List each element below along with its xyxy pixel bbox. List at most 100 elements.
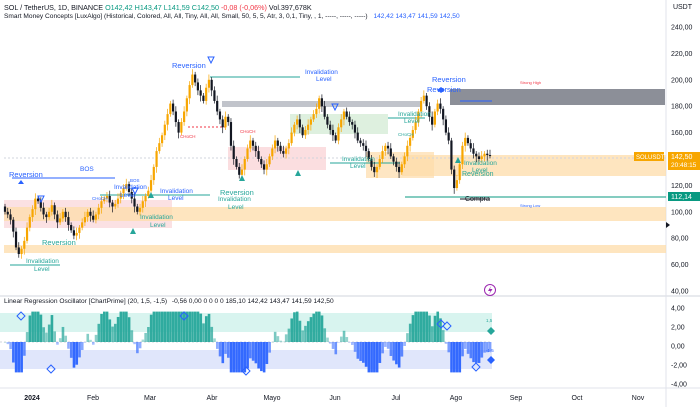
candle-body (298, 119, 301, 128)
osc-bar (227, 342, 230, 358)
candle-body (12, 219, 15, 232)
candle-body (249, 140, 252, 149)
candle-body (83, 217, 87, 223)
osc-bar (9, 342, 12, 350)
osc-bar (64, 335, 68, 342)
candle-body (466, 137, 470, 144)
time-axis[interactable]: 2024 Feb Mar Abr Mayo Jun Jul Ago Sep Oct Nov (24, 395, 645, 402)
candle-body (483, 153, 486, 157)
candle-body (455, 180, 459, 189)
price-change: -0,08 (-0,06%) (220, 3, 267, 12)
osc-bar (483, 342, 486, 353)
candle-body (243, 159, 246, 170)
osc-bar (155, 311, 158, 342)
smc-indicator-name[interactable]: Smart Money Concepts [LuxAlgo] (Historic… (4, 13, 368, 20)
candle-body (213, 90, 216, 101)
level-label-7: Level (404, 118, 420, 125)
osc-bar (78, 342, 81, 358)
osc-bar (389, 342, 393, 356)
candle-body (251, 140, 255, 146)
osc-bar (273, 331, 277, 342)
osc-bar (284, 334, 288, 342)
level-lines (4, 76, 666, 266)
osc-bar (53, 331, 57, 342)
osc-bar (320, 315, 324, 342)
osc-bar (359, 342, 362, 361)
candle-body (425, 95, 428, 107)
candle-body (428, 106, 431, 117)
osc-bar (12, 342, 15, 363)
osc-bar (411, 315, 415, 342)
candle-body (14, 231, 18, 248)
oscillator-pane[interactable]: 1,5 -1,5 (0, 311, 495, 376)
oscillator-legend[interactable]: Linear Regression Oscillator [ChartPrime… (4, 298, 334, 305)
candle-body (127, 184, 131, 192)
candle-body (342, 111, 346, 120)
osc-bar (375, 342, 379, 373)
candle-body (386, 145, 390, 149)
lightning-icon-glyph (488, 286, 493, 295)
osc-bar (69, 342, 73, 358)
level-label-3: Level (316, 76, 332, 83)
diamond-marker-1 (18, 180, 24, 184)
down-triangle-marker-2 (331, 103, 339, 112)
candle-body (464, 137, 467, 146)
osc-bar (25, 332, 29, 342)
osc-bar (83, 342, 87, 343)
demand-zone-orange (4, 207, 666, 221)
osc-bar (158, 311, 161, 342)
candle-body (50, 205, 53, 212)
symbol-legend[interactable]: SOL / TetherUS, 1D, BINANCE O142,42 H143… (4, 3, 312, 12)
candle-body (174, 111, 177, 123)
candle-body (411, 129, 414, 138)
alert-button[interactable] (484, 284, 496, 296)
invalidation-label-4: Invalidation (140, 214, 173, 221)
candle-body (384, 145, 387, 152)
candle-body (389, 148, 392, 157)
osc-bar (337, 342, 340, 343)
candle-body (469, 143, 472, 149)
osc-bar (246, 342, 249, 369)
osc-label: -2,00 (671, 363, 687, 370)
osc-bar (331, 342, 335, 349)
osc-bar (433, 315, 437, 342)
candle-body (70, 225, 73, 231)
osc-bar (317, 311, 321, 342)
candle-body (323, 106, 326, 117)
osc-bar (193, 311, 197, 342)
osc-bar (163, 311, 167, 342)
candle-body (97, 207, 100, 215)
osc-label: -4,00 (671, 382, 687, 389)
currency-label[interactable]: USDT (672, 4, 692, 11)
oscillator-axis[interactable]: 4,00 2,00 0,00 -2,00 -4,00 (671, 306, 687, 389)
candle-body (207, 79, 211, 88)
level-label-8: Level (34, 266, 50, 273)
price-label: 100,00 (671, 209, 693, 216)
osc-bar (28, 315, 32, 342)
candle-body (86, 211, 89, 218)
candle-body (111, 202, 114, 207)
osc-label: 0,00 (671, 344, 685, 351)
osc-bar (6, 342, 10, 345)
osc-bar (282, 341, 285, 343)
candle-body (246, 148, 249, 159)
osc-bar (458, 342, 462, 373)
candle-body (136, 206, 139, 212)
osc-bar (111, 326, 114, 342)
candle-body (67, 217, 70, 225)
osc-bar (152, 311, 156, 342)
osc-bar (254, 342, 258, 364)
oscillator-name[interactable]: Linear Regression Oscillator [ChartPrime… (4, 298, 168, 305)
candle-body (442, 108, 445, 120)
candle-body (25, 227, 29, 241)
oscillator-values: -0,56 0,00 0 0 0 0 185,10 142,42 143,47 … (171, 298, 334, 305)
candle-body (210, 79, 213, 91)
candle-body (453, 169, 456, 189)
candle-body (392, 156, 395, 162)
smc-indicator-legend[interactable]: Smart Money Concepts [LuxAlgo] (Historic… (4, 13, 460, 20)
osc-bar (182, 311, 186, 342)
symbol-title[interactable]: SOL / TetherUS, 1D, BINANCE (4, 3, 104, 12)
candles[interactable] (3, 69, 492, 259)
candle-body (301, 127, 304, 136)
